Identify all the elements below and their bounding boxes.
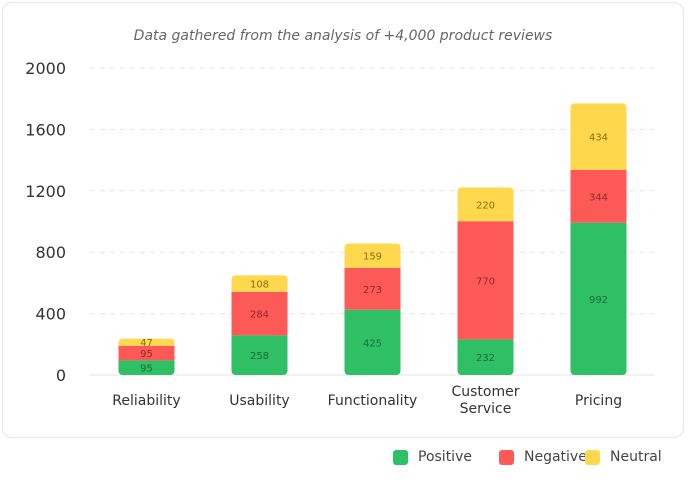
data-label: 434: [589, 133, 608, 144]
bar-segment-negative[interactable]: [231, 291, 288, 336]
data-label: 258: [250, 351, 269, 362]
data-label: 159: [363, 252, 382, 263]
chart-title: Data gathered from the analysis of +4,00…: [134, 28, 553, 44]
data-label: 108: [250, 280, 269, 291]
y-tick-label: 2000: [25, 59, 66, 78]
legend-swatch: [393, 449, 408, 465]
bar-segment-positive[interactable]: [457, 339, 514, 375]
legend-item-negative[interactable]: Negative: [499, 449, 587, 465]
bar-segment-negative[interactable]: [457, 221, 514, 340]
bar-segment-negative[interactable]: [570, 169, 627, 223]
legend-item-neutral[interactable]: Neutral: [585, 449, 662, 465]
data-label: 425: [363, 338, 382, 349]
bar-segment-neutral[interactable]: [344, 243, 401, 268]
x-tick-label: Pricing: [575, 393, 622, 409]
bar-segment-positive[interactable]: [344, 309, 401, 375]
x-tick-label: Customer: [451, 384, 519, 400]
legend-swatch: [499, 449, 514, 465]
data-label: 47: [140, 338, 153, 349]
data-label: 273: [363, 285, 382, 296]
y-tick-label: 1200: [25, 182, 66, 201]
bar-segment-positive[interactable]: [118, 360, 175, 375]
data-label: 284: [250, 310, 269, 321]
bar-segment-neutral[interactable]: [118, 338, 175, 346]
x-tick-label: Reliability: [112, 393, 180, 409]
legend-label: Negative: [524, 449, 587, 465]
x-tick-label: Usability: [229, 393, 289, 409]
y-tick-label: 800: [35, 243, 66, 262]
bar-segment-neutral[interactable]: [231, 275, 288, 292]
x-tick-label: Functionality: [328, 393, 418, 409]
y-tick-label: 400: [35, 305, 66, 324]
bar-segment-neutral[interactable]: [570, 103, 627, 170]
legend-item-positive[interactable]: Positive: [393, 449, 472, 465]
stacked-bar-chart: Data gathered from the analysis of +4,00…: [25, 28, 655, 417]
data-label: 220: [476, 200, 495, 211]
data-label: 344: [589, 192, 608, 203]
y-tick-label: 0: [56, 366, 66, 385]
bar-segment-positive[interactable]: [231, 335, 288, 375]
legend-label: Neutral: [610, 449, 662, 465]
x-tick-label: Service: [460, 401, 512, 417]
chart-card: [2, 2, 684, 438]
data-label: 95: [140, 349, 153, 360]
data-label: 992: [589, 295, 608, 306]
y-tick-label: 1600: [25, 120, 66, 139]
bar-segment-negative[interactable]: [118, 345, 175, 361]
data-label: 95: [140, 364, 153, 375]
bar-segment-positive[interactable]: [570, 222, 627, 375]
legend: Positive Negative Neutral: [0, 449, 688, 469]
legend-swatch: [585, 449, 600, 465]
data-label: 232: [476, 353, 495, 364]
legend-label: Positive: [418, 449, 472, 465]
bar-segment-negative[interactable]: [344, 267, 401, 310]
bar-segment-neutral[interactable]: [457, 187, 514, 222]
data-label: 770: [476, 276, 495, 287]
